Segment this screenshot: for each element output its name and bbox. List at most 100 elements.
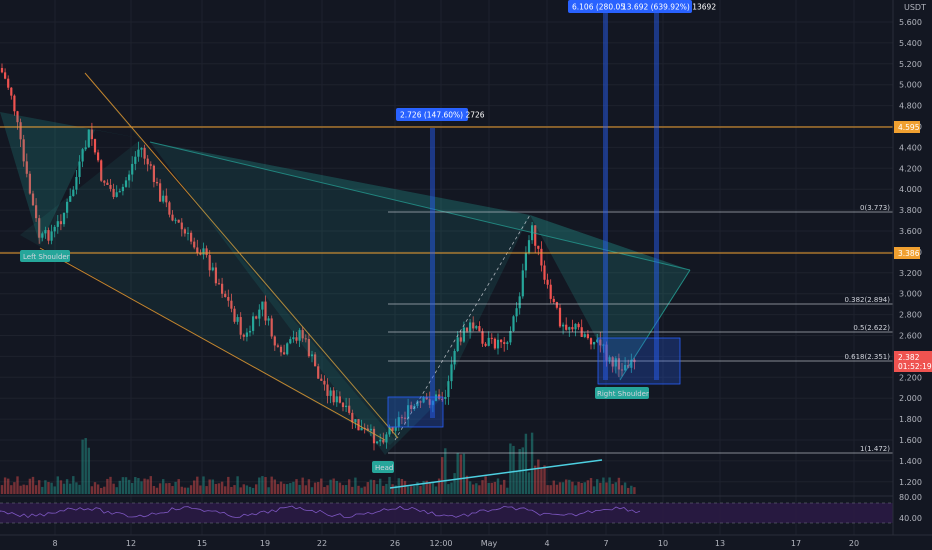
volume-bar xyxy=(93,482,97,494)
measure-tag-1[interactable]: 2.726 (147.60%) 2726 xyxy=(396,108,485,121)
range-box-2[interactable] xyxy=(597,337,681,385)
volume-bar xyxy=(261,476,264,494)
time-axis[interactable]: 8 12 15 19 22 26 12:00 May 4 7 10 13 17 20 xyxy=(0,534,932,550)
wedge-upper-line[interactable] xyxy=(84,72,399,439)
volume-trend-line[interactable] xyxy=(389,459,603,489)
left-shoulder-label[interactable]: Left Shoulder xyxy=(20,250,70,262)
time-tick: May xyxy=(481,539,498,548)
volume-bar xyxy=(459,454,462,494)
left-shoulder-text: Left Shoulder xyxy=(23,253,70,261)
volume-bar xyxy=(137,478,140,494)
fib-label: 0.5(2.622) xyxy=(853,324,890,332)
fib-label: 0(3.773) xyxy=(860,204,890,212)
candle-body xyxy=(97,152,100,161)
candle-body xyxy=(16,111,19,123)
volume-bar xyxy=(19,485,22,494)
volume-bar xyxy=(441,457,444,494)
volume-bar xyxy=(416,482,419,494)
candle-body xyxy=(310,354,314,357)
volume-bar xyxy=(630,485,633,494)
volume-bar xyxy=(65,479,69,494)
candle-body xyxy=(31,193,35,206)
volume-bar xyxy=(289,483,292,494)
right-shoulder-label[interactable]: Right Shoulder xyxy=(595,387,649,399)
volume-bar xyxy=(428,481,431,494)
head-label[interactable]: Head xyxy=(372,461,394,473)
volume-bar xyxy=(307,479,311,494)
candle-body xyxy=(90,129,93,140)
candle-body xyxy=(524,252,527,271)
volume-bar xyxy=(3,477,7,494)
volume-bar xyxy=(555,484,559,494)
candle-body xyxy=(391,426,394,431)
candle-body xyxy=(428,399,431,405)
volume-bar xyxy=(131,483,134,494)
candle-body xyxy=(233,308,236,322)
volume-bar xyxy=(62,483,66,494)
hs-fill-left xyxy=(0,112,150,245)
wedge-lower-line[interactable] xyxy=(39,247,386,441)
measure-bar-2[interactable] xyxy=(603,10,608,380)
projection-line[interactable] xyxy=(619,269,691,381)
candle-body xyxy=(100,160,103,181)
candle-body xyxy=(109,184,112,189)
measure-bar-1[interactable] xyxy=(430,128,435,418)
volume-bar xyxy=(614,482,617,494)
currency-label: USDT xyxy=(904,3,926,12)
volume-bar xyxy=(360,487,363,494)
volume-bar xyxy=(118,480,121,494)
price-tick: 5.000 xyxy=(899,81,922,90)
volume-bar xyxy=(530,432,534,494)
candle-body xyxy=(571,327,574,330)
candle-body xyxy=(273,336,276,346)
candle-body xyxy=(50,231,53,241)
volume-bar xyxy=(155,487,159,494)
candle-body xyxy=(320,378,323,381)
candlestick-series xyxy=(0,63,636,451)
price-tag-resistance-1: 4.595 xyxy=(894,121,920,133)
price-axis[interactable]: USDT 5.6005.4005.2005.0004.8004.6004.400… xyxy=(892,0,932,535)
drawing-layer[interactable]: 0(3.773) 0.382(2.894) 0.5(2.622) 0.618(2.35… xyxy=(0,10,893,489)
candle-body xyxy=(38,218,41,238)
volume-bar xyxy=(50,482,53,494)
candle-body xyxy=(149,164,152,166)
price-tick: 2.200 xyxy=(899,373,922,382)
volume-bar xyxy=(224,486,227,494)
candle-body xyxy=(279,346,283,353)
volume-bar xyxy=(295,479,298,494)
candle-body xyxy=(124,180,128,187)
volume-bar xyxy=(599,482,602,494)
volume-bar xyxy=(369,479,373,494)
volume-bar xyxy=(468,481,472,494)
volume-bar xyxy=(506,487,509,494)
rsi-pane[interactable] xyxy=(0,495,893,524)
candle-body xyxy=(69,196,72,202)
candle-body xyxy=(81,149,84,162)
volume-bar xyxy=(444,448,447,494)
candle-body xyxy=(19,122,22,140)
volume-bar xyxy=(233,485,236,494)
price-tick: 4.800 xyxy=(899,102,922,111)
candle-body xyxy=(345,405,348,408)
measure-bar-3[interactable] xyxy=(654,10,659,380)
neckline[interactable] xyxy=(149,141,691,271)
candle-body xyxy=(372,428,376,444)
volume-bar xyxy=(183,487,187,494)
volume-bar xyxy=(165,483,168,494)
candle-body xyxy=(521,270,524,297)
volume-bar xyxy=(7,478,10,494)
range-box-1[interactable] xyxy=(387,396,444,428)
price-tick: 1.600 xyxy=(899,436,922,445)
measure-tag-2a-text: 6.106 (280.05 xyxy=(572,3,625,12)
measure-tag-2[interactable]: 6.106 (280.05 13.692 (639.92%) 13692 xyxy=(568,0,716,13)
svg-text:4.595: 4.595 xyxy=(898,123,920,132)
candle-body xyxy=(500,339,503,343)
volume-bar xyxy=(543,465,546,494)
candle-body xyxy=(543,265,546,280)
candle-body xyxy=(159,183,162,202)
volume-bar xyxy=(375,484,379,494)
fib-retracement[interactable]: 0(3.773) 0.382(2.894) 0.5(2.622) 0.618(2.35… xyxy=(388,204,893,454)
candle-body xyxy=(565,324,568,330)
volume-bar xyxy=(146,479,149,494)
